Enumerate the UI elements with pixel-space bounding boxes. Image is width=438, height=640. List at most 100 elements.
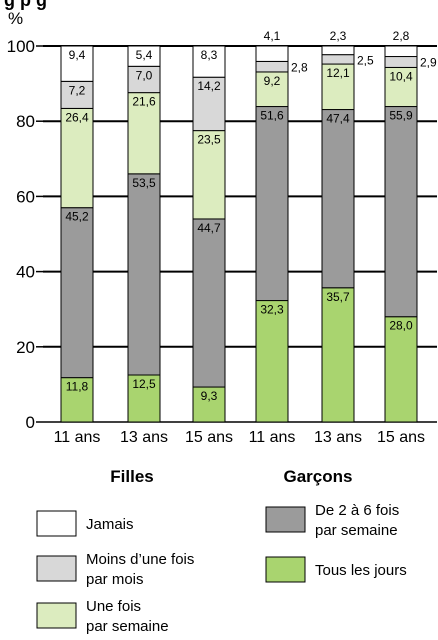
bar-jamais-1 [60,45,94,82]
chart-title-fragment: g p g [4,0,47,10]
data-label-de-2-a-6-fois-par-semaine-4: 51,6 [260,109,284,123]
bar-de-2-a-6-fois-par-semaine-5 [321,109,355,289]
data-label-de-2-a-6-fois-par-semaine-2: 53,5 [132,176,156,190]
bar-moins-d-une-fois-par-mois-2 [127,65,161,94]
legend-item-moins-d-une-fois-par-mois: Moins d’une fois par mois [36,551,194,588]
bar-stack-2: 12,5 53,5 21,6 7,0 5,4 [127,45,161,423]
data-label-une-fois-par-semaine-6: 10,4 [389,69,413,83]
data-label-tous-les-jours-2: 12,5 [132,377,156,391]
data-label-jamais-2: 5,4 [136,48,153,62]
x-axis-ticks: 11 ans 13 ans 15 ans 11 ans 13 ans 15 ans [54,429,425,446]
data-label-tous-les-jours-1: 11,8 [66,380,89,394]
legend-label-une-fois-par-semaine-line-1: Une fois [86,598,141,615]
x-tick-label-1: 11 ans [54,429,101,446]
bar-jamais-6 [384,45,418,58]
legend-swatch-de-2-a-6-fois-par-semaine [265,506,306,533]
data-label-une-fois-par-semaine-1: 26,4 [65,110,89,124]
group-label-filles: Filles [110,467,153,486]
data-label-de-2-a-6-fois-par-semaine-1: 45,2 [65,210,89,224]
data-label-jamais-1: 9,4 [69,48,86,62]
y-tick-label-20: 20 [16,338,35,357]
data-label-moins-d-une-fois-par-mois-2: 7,0 [136,68,153,82]
legend-label-jamais: Jamais [86,516,134,533]
bar-stack-1: 11,8 45,2 26,4 7,2 9,4 [60,45,94,423]
data-label-moins-d-une-fois-par-mois-1: 7,2 [69,83,86,97]
data-label-de-2-a-6-fois-par-semaine-3: 44,7 [197,221,221,235]
bar-de-2-a-6-fois-par-semaine-6 [384,106,418,318]
bar-moins-d-une-fois-par-mois-4 [255,60,289,73]
bar-tous-les-jours-1 [60,377,94,423]
y-tick-label-40: 40 [16,263,35,282]
bar-stack-6: 28,0 55,9 10,4 2,9 2,8 [384,29,437,423]
data-label-une-fois-par-semaine-3: 23,5 [197,133,221,147]
bar-moins-d-une-fois-par-mois-5 [321,54,355,65]
data-label-une-fois-par-semaine-5: 12,1 [326,66,350,80]
x-tick-label-5: 13 ans [314,429,362,446]
data-label-jamais-4: 4,1 [264,29,281,43]
data-label-jamais-3: 8,3 [201,48,218,62]
legend: Jamais Moins d’une fois par mois Une fois pa… [36,502,407,635]
bar-de-2-a-6-fois-par-semaine-2 [127,173,161,376]
x-tick-label-4: 11 ans [249,429,296,446]
data-label-tous-les-jours-6: 28,0 [389,319,413,333]
legend-label-moins-d-une-fois-par-mois-line-1: Moins d’une fois [86,551,194,568]
bar-de-2-a-6-fois-par-semaine-3 [192,218,226,388]
legend-label-tous-les-jours: Tous les jours [315,562,407,579]
bar-moins-d-une-fois-par-mois-3 [192,76,226,132]
x-tick-label-2: 13 ans [120,429,168,446]
legend-swatch-moins-d-une-fois-par-mois [36,555,77,582]
data-label-de-2-a-6-fois-par-semaine-5: 47,4 [326,112,350,126]
bar-de-2-a-6-fois-par-semaine-4 [255,106,289,302]
bar-de-2-a-6-fois-par-semaine-1 [60,207,94,379]
bars: 11,8 45,2 26,4 7,2 9,4 12,5 53,5 21,6 7,0 5,4 9,3 4… [60,29,437,423]
bar-moins-d-une-fois-par-mois-6 [384,56,418,68]
bar-une-fois-par-semaine-3 [192,130,226,220]
y-axis-ticks: 0 20 40 60 80 100 [7,37,43,432]
bar-tous-les-jours-5 [321,287,355,423]
bar-tous-les-jours-4 [255,300,289,423]
legend-item-jamais: Jamais [36,510,134,537]
bar-jamais-4 [255,45,289,62]
data-label-moins-d-une-fois-par-mois-5: 2,5 [357,54,374,68]
data-label-tous-les-jours-4: 32,3 [260,303,284,317]
bar-stack-5: 35,7 47,4 12,1 2,5 2,3 [321,29,374,423]
data-label-tous-les-jours-3: 9,3 [201,389,218,403]
y-axis-label: % [8,9,23,28]
bar-jamais-3 [192,45,226,78]
legend-swatch-tous-les-jours [265,556,306,583]
bar-stack-4: 32,3 51,6 9,2 2,8 4,1 [255,29,308,423]
x-tick-label-3: 15 ans [185,429,233,446]
data-label-jamais-6: 2,8 [393,29,410,43]
bar-une-fois-par-semaine-1 [60,107,94,209]
group-labels: Filles Garçons [110,467,352,486]
legend-label-moins-d-une-fois-par-mois-line-2: par mois [86,571,144,588]
bar-tous-les-jours-6 [384,316,418,423]
legend-swatch-une-fois-par-semaine [36,602,77,629]
bar-stack-3: 9,3 44,7 23,5 14,2 8,3 [192,45,226,423]
data-label-une-fois-par-semaine-2: 21,6 [132,95,156,109]
legend-swatch-jamais [36,510,77,537]
data-label-une-fois-par-semaine-4: 9,2 [264,74,281,88]
y-tick-label-0: 0 [26,413,35,432]
bar-une-fois-par-semaine-6 [384,66,418,108]
data-label-tous-les-jours-5: 35,7 [326,290,350,304]
legend-item-de-2-a-6-fois-par-semaine: De 2 à 6 fois par semaine [265,502,399,539]
y-tick-label-80: 80 [16,112,35,131]
bar-jamais-5 [321,45,355,56]
data-label-moins-d-une-fois-par-mois-4: 2,8 [291,60,308,74]
legend-label-une-fois-par-semaine-line-2: par semaine [86,618,169,635]
data-label-moins-d-une-fois-par-mois-6: 2,9 [420,56,437,70]
gridlines [43,45,437,423]
data-label-jamais-5: 2,3 [330,29,347,43]
bar-une-fois-par-semaine-4 [255,71,289,108]
y-tick-label-60: 60 [16,187,35,206]
data-label-moins-d-une-fois-par-mois-3: 14,2 [197,79,221,93]
legend-label-de-2-a-6-fois-par-semaine-line-2: par semaine [315,522,398,539]
legend-label-de-2-a-6-fois-par-semaine-line-1: De 2 à 6 fois [315,502,399,519]
y-tick-label-100: 100 [7,37,35,56]
legend-item-tous-les-jours: Tous les jours [265,556,407,583]
group-label-garcons: Garçons [284,467,353,486]
bar-jamais-2 [127,45,161,67]
legend-item-une-fois-par-semaine: Une fois par semaine [36,598,169,635]
